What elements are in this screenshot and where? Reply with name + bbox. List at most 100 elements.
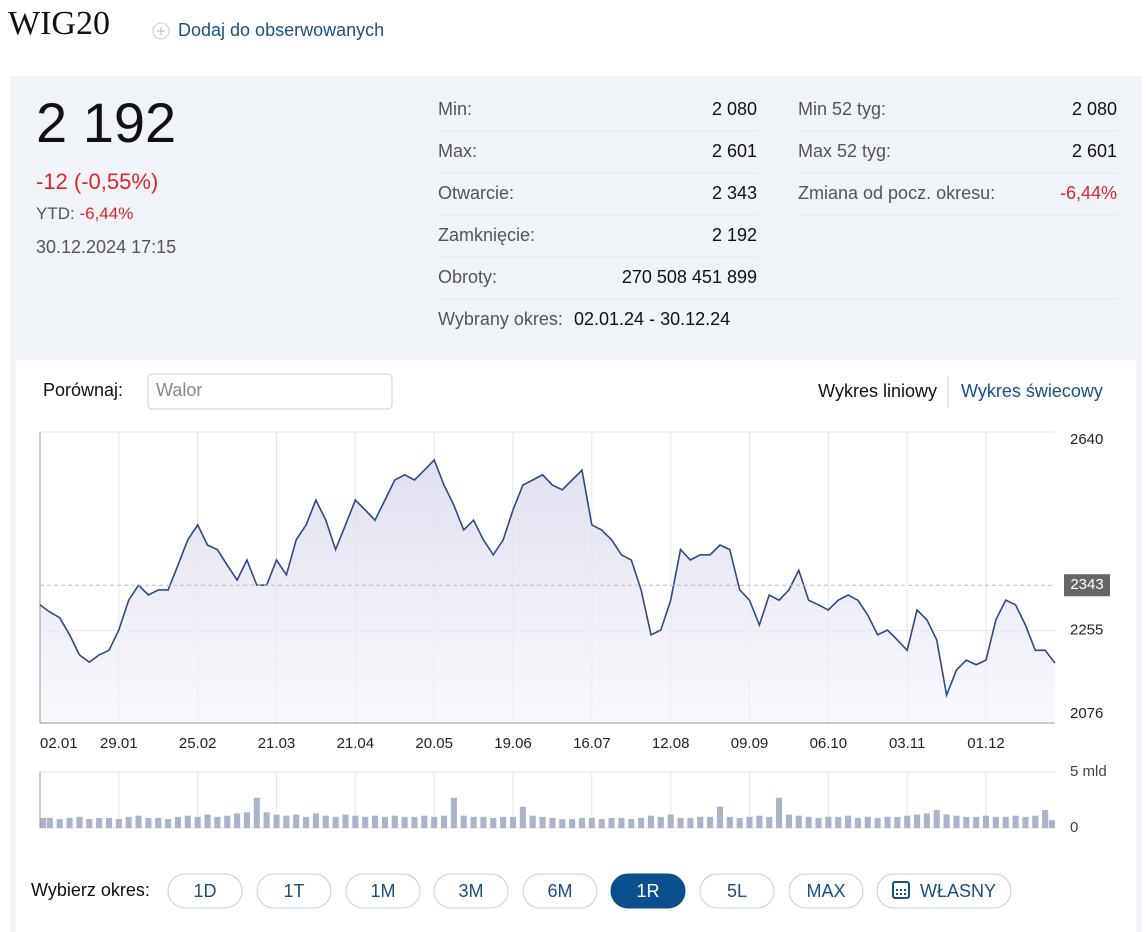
volume-tick-label: 5 mld bbox=[1070, 763, 1107, 780]
volume-bar bbox=[1012, 815, 1019, 828]
volume-bar bbox=[283, 815, 290, 828]
volume-bar bbox=[500, 816, 507, 828]
x-tick-label: 09.09 bbox=[731, 735, 769, 752]
watch-link[interactable]: Dodaj do obserwowanych bbox=[178, 20, 384, 40]
x-tick-label: 19.06 bbox=[494, 735, 532, 752]
volume-bar bbox=[736, 817, 743, 828]
volume-bar bbox=[835, 816, 842, 828]
volume-bar bbox=[460, 815, 467, 828]
period-button[interactable] bbox=[167, 873, 243, 909]
compare-input[interactable] bbox=[147, 373, 393, 410]
volume-bar bbox=[332, 816, 339, 828]
period-value: 02.01.24 - 30.12.24 bbox=[574, 309, 730, 329]
volume-bar bbox=[716, 806, 724, 828]
volume-bar bbox=[864, 816, 871, 828]
volume-bar bbox=[569, 819, 576, 828]
volume-bar bbox=[342, 814, 349, 828]
volume-bar bbox=[776, 797, 783, 828]
stat-label: Zmiana od pocz. okresu: bbox=[798, 183, 995, 203]
volume-bar bbox=[854, 817, 861, 828]
volume-bar bbox=[490, 817, 497, 828]
volume-bar bbox=[845, 815, 852, 828]
x-tick-label: 21.03 bbox=[258, 735, 296, 752]
volume-bar bbox=[647, 815, 655, 828]
ytd-value: -6,44% bbox=[79, 204, 133, 223]
volume-bar bbox=[746, 816, 753, 828]
volume-bar bbox=[963, 816, 970, 828]
volume-bar bbox=[165, 819, 172, 828]
stat-label: Min 52 tyg: bbox=[798, 99, 886, 119]
calendar-icon bbox=[892, 881, 910, 899]
compare-label: Porównaj: bbox=[43, 380, 123, 400]
volume-bar bbox=[253, 797, 260, 828]
volume-bar bbox=[105, 817, 113, 828]
volume-bar bbox=[450, 797, 457, 828]
period-label: 1M bbox=[370, 881, 395, 901]
volume-bar bbox=[401, 816, 408, 828]
compare-placeholder: Walor bbox=[156, 380, 202, 400]
stat-label: Max 52 tyg: bbox=[798, 141, 891, 161]
volume-bar bbox=[825, 816, 832, 828]
volume-bar bbox=[125, 816, 132, 828]
watch-icon[interactable] bbox=[152, 22, 170, 40]
volume-bar bbox=[884, 816, 891, 828]
volume-bar bbox=[628, 819, 635, 828]
stat-label: Obroty: bbox=[438, 267, 497, 287]
period-button[interactable] bbox=[610, 873, 686, 909]
volume-bar bbox=[1022, 816, 1029, 828]
ytd-label: YTD: bbox=[36, 204, 75, 223]
volume-bar bbox=[263, 812, 270, 828]
x-tick-label: 21.04 bbox=[337, 735, 375, 752]
volume-bar bbox=[440, 815, 448, 828]
volume-bar bbox=[578, 817, 586, 828]
x-tick-label: 02.01 bbox=[40, 735, 78, 752]
volume-bar bbox=[973, 816, 980, 828]
period-button[interactable] bbox=[876, 873, 1012, 909]
period-label: 1D bbox=[193, 881, 216, 901]
stat-label: Zamknięcie: bbox=[438, 225, 535, 245]
volume-bar bbox=[785, 814, 792, 828]
volume-bar bbox=[933, 810, 940, 828]
volume-bar bbox=[923, 813, 930, 828]
volume-bar bbox=[509, 816, 517, 828]
tab-candle[interactable]: Wykres świecowy bbox=[961, 381, 1103, 401]
volume-bar bbox=[312, 813, 319, 828]
period-button[interactable] bbox=[699, 873, 775, 909]
stat-label: Max: bbox=[438, 141, 477, 161]
period-button[interactable] bbox=[522, 873, 598, 909]
period-button[interactable] bbox=[256, 873, 332, 909]
x-tick-label: 25.02 bbox=[179, 735, 217, 752]
x-tick-label: 20.05 bbox=[415, 735, 453, 752]
volume-bar bbox=[588, 817, 595, 828]
tab-line[interactable]: Wykres liniowy bbox=[818, 381, 937, 401]
period-button[interactable] bbox=[345, 873, 421, 909]
stat-value: -6,44% bbox=[1060, 183, 1117, 203]
x-tick-label: 12.08 bbox=[652, 735, 690, 752]
volume-bar bbox=[322, 815, 329, 828]
volume-bar bbox=[470, 816, 477, 828]
stat-value: 270 508 451 899 bbox=[622, 267, 757, 287]
period-button[interactable] bbox=[788, 873, 864, 909]
volume-bar bbox=[243, 812, 250, 828]
volume-bar bbox=[815, 817, 822, 828]
stat-label: Min: bbox=[438, 99, 472, 119]
stat-value: 2 080 bbox=[1072, 99, 1117, 119]
volume-bar bbox=[224, 815, 231, 828]
volume-bar bbox=[904, 815, 911, 828]
volume-bar bbox=[303, 816, 310, 828]
volume-bar bbox=[431, 816, 438, 828]
price-change: -12 (-0,55%) bbox=[36, 169, 158, 194]
volume-bar bbox=[56, 819, 63, 828]
volume-bar bbox=[677, 817, 684, 828]
period-label: Wybrany okres: bbox=[438, 309, 563, 329]
ytd: YTD: -6,44% bbox=[36, 204, 133, 223]
period-button[interactable] bbox=[433, 873, 509, 909]
periods-label: Wybierz okres: bbox=[31, 880, 150, 900]
volume-bar bbox=[766, 816, 773, 828]
volume-bar bbox=[480, 816, 487, 828]
price: 2 192 bbox=[36, 91, 176, 154]
volume-bar bbox=[273, 814, 280, 828]
volume-bar bbox=[184, 815, 191, 828]
volume-bar bbox=[362, 816, 369, 828]
